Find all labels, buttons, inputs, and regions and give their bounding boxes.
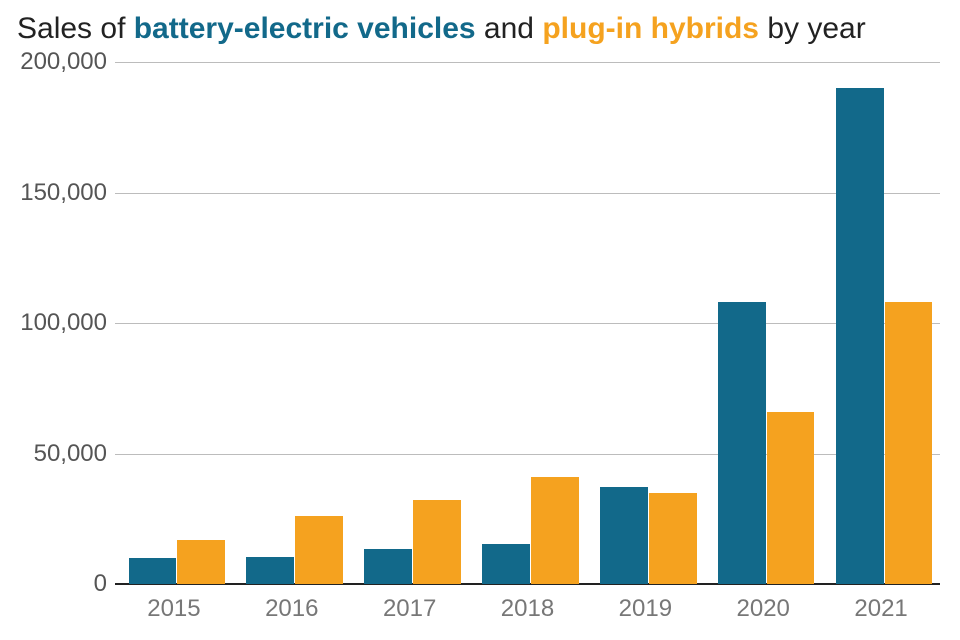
title-mid: and [476, 12, 543, 45]
gridline [115, 454, 940, 455]
bar-phev [649, 493, 697, 584]
xtick-label: 2015 [147, 595, 200, 623]
bar-bev [364, 549, 412, 584]
bar-phev [767, 412, 815, 584]
bar-phev [295, 516, 343, 584]
bar-bev [246, 557, 294, 584]
chart-title: Sales of battery-electric vehicles and p… [17, 12, 866, 46]
bar-bev [129, 558, 177, 584]
ytick-label: 200,000 [7, 48, 107, 76]
bar-phev [885, 302, 933, 584]
xtick-label: 2016 [265, 595, 318, 623]
xtick-label: 2018 [501, 595, 554, 623]
bar-bev [600, 487, 648, 584]
plot-area [115, 62, 940, 584]
bar-bev [718, 302, 766, 584]
xtick-label: 2019 [619, 595, 672, 623]
gridline [115, 62, 940, 63]
title-highlight-phev: plug-in hybrids [542, 12, 759, 45]
gridline [115, 323, 940, 324]
bar-phev [531, 477, 579, 584]
title-suffix: by year [759, 12, 866, 45]
title-highlight-bev: battery-electric vehicles [134, 12, 476, 45]
xtick-label: 2020 [737, 595, 790, 623]
bar-phev [177, 540, 225, 584]
bar-bev [836, 88, 884, 584]
xtick-label: 2021 [854, 595, 907, 623]
ytick-label: 50,000 [7, 440, 107, 468]
ytick-label: 0 [7, 570, 107, 598]
chart-container: Sales of battery-electric vehicles and p… [0, 0, 960, 640]
bar-phev [413, 500, 461, 584]
title-prefix: Sales of [17, 12, 134, 45]
ytick-label: 150,000 [7, 179, 107, 207]
xtick-label: 2017 [383, 595, 436, 623]
bar-bev [482, 544, 530, 584]
gridline [115, 193, 940, 194]
ytick-label: 100,000 [7, 309, 107, 337]
